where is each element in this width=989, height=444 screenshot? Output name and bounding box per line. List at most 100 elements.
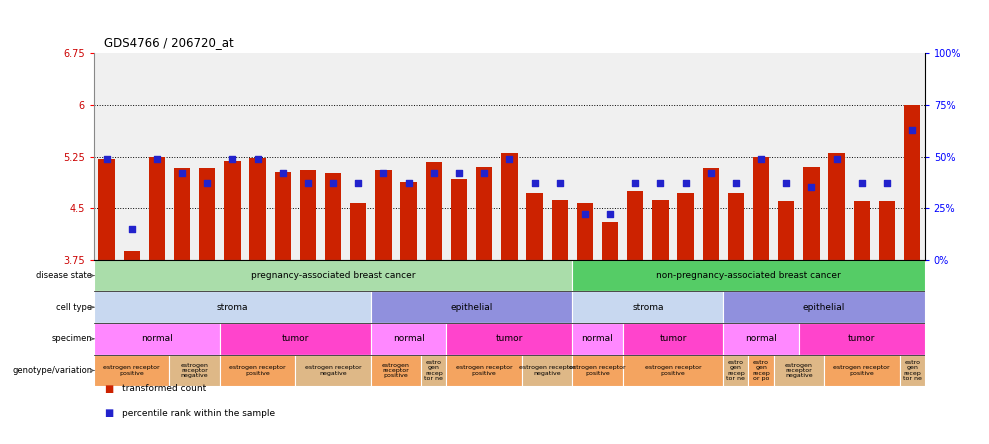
Point [124, 225, 139, 232]
Point [653, 180, 669, 187]
Bar [94, 323, 220, 355]
Text: estrogen receptor
positive: estrogen receptor positive [229, 365, 286, 376]
Bar [421, 355, 446, 386]
Text: estrogen
receptor
positive: estrogen receptor positive [382, 363, 410, 378]
Text: normal: normal [745, 334, 777, 343]
Text: estro
gen
recep
tor ne: estro gen recep tor ne [903, 360, 922, 381]
Bar [854, 201, 870, 260]
Text: estrogen receptor
positive: estrogen receptor positive [834, 365, 890, 376]
Bar [602, 222, 618, 260]
Text: estro
gen
recep
tor ne: estro gen recep tor ne [424, 360, 443, 381]
Point [249, 155, 265, 162]
Bar [371, 323, 446, 355]
Text: epithelial: epithelial [803, 303, 846, 312]
Text: specimen: specimen [51, 334, 92, 343]
Bar [401, 182, 416, 260]
Text: disease state: disease state [37, 271, 92, 280]
Text: tumor: tumor [660, 334, 686, 343]
Point [627, 180, 643, 187]
Bar [501, 153, 517, 260]
Bar [723, 355, 749, 386]
Bar [573, 260, 925, 291]
Point [829, 155, 845, 162]
Bar [148, 157, 165, 260]
Bar [350, 202, 367, 260]
Text: estrogen receptor
positive: estrogen receptor positive [645, 365, 701, 376]
Bar [526, 193, 543, 260]
Text: ■: ■ [104, 384, 113, 394]
Point [99, 155, 115, 162]
Bar [573, 323, 623, 355]
Bar [300, 170, 316, 260]
Text: transformed count: transformed count [122, 385, 206, 393]
Point [728, 180, 744, 187]
Point [703, 170, 719, 177]
Bar [220, 323, 371, 355]
Text: tumor: tumor [849, 334, 875, 343]
Point [275, 170, 291, 177]
Point [350, 180, 366, 187]
Point [200, 180, 216, 187]
Bar [199, 168, 216, 260]
Bar [573, 291, 723, 323]
Point [501, 155, 517, 162]
Text: pregnancy-associated breast cancer: pregnancy-associated breast cancer [251, 271, 415, 280]
Bar [296, 355, 371, 386]
Bar [94, 291, 371, 323]
Bar [778, 201, 794, 260]
Text: normal: normal [393, 334, 424, 343]
Text: GDS4766 / 206720_at: GDS4766 / 206720_at [104, 36, 233, 49]
Point [325, 180, 341, 187]
Bar [98, 159, 115, 260]
Bar [904, 105, 921, 260]
Point [526, 180, 542, 187]
Point [300, 180, 315, 187]
Point [754, 155, 769, 162]
Bar [677, 193, 693, 260]
Text: estro
gen
recep
tor ne: estro gen recep tor ne [727, 360, 746, 381]
Bar [446, 355, 522, 386]
Point [174, 170, 190, 177]
Bar [451, 179, 467, 260]
Bar [371, 355, 421, 386]
Text: ■: ■ [104, 408, 113, 418]
Point [904, 126, 920, 133]
Bar [476, 167, 493, 260]
Text: normal: normal [582, 334, 613, 343]
Bar [773, 355, 824, 386]
Bar [225, 161, 240, 260]
Point [577, 211, 592, 218]
Text: estrogen receptor
positive: estrogen receptor positive [456, 365, 512, 376]
Bar [124, 251, 139, 260]
Point [778, 180, 794, 187]
Point [552, 180, 568, 187]
Point [451, 170, 467, 177]
Text: estro
gen
recep
or po: estro gen recep or po [753, 360, 770, 381]
Point [149, 155, 165, 162]
Bar [371, 291, 573, 323]
Bar [552, 200, 568, 260]
Bar [169, 355, 220, 386]
Bar [803, 167, 820, 260]
Text: non-pregnancy-associated breast cancer: non-pregnancy-associated breast cancer [656, 271, 841, 280]
Bar [879, 201, 895, 260]
Point [225, 155, 240, 162]
Text: estrogen receptor
negative: estrogen receptor negative [305, 365, 361, 376]
Text: cell type: cell type [56, 303, 92, 312]
Point [477, 170, 493, 177]
Bar [573, 355, 623, 386]
Bar [723, 323, 799, 355]
Bar [446, 323, 573, 355]
Text: tumor: tumor [282, 334, 309, 343]
Text: normal: normal [141, 334, 173, 343]
Point [376, 170, 392, 177]
Point [426, 170, 442, 177]
Bar [275, 172, 291, 260]
Bar [623, 355, 723, 386]
Bar [94, 260, 573, 291]
Bar [375, 170, 392, 260]
Text: estrogen receptor
positive: estrogen receptor positive [104, 365, 160, 376]
Bar [900, 355, 925, 386]
Text: stroma: stroma [632, 303, 664, 312]
Bar [174, 168, 190, 260]
